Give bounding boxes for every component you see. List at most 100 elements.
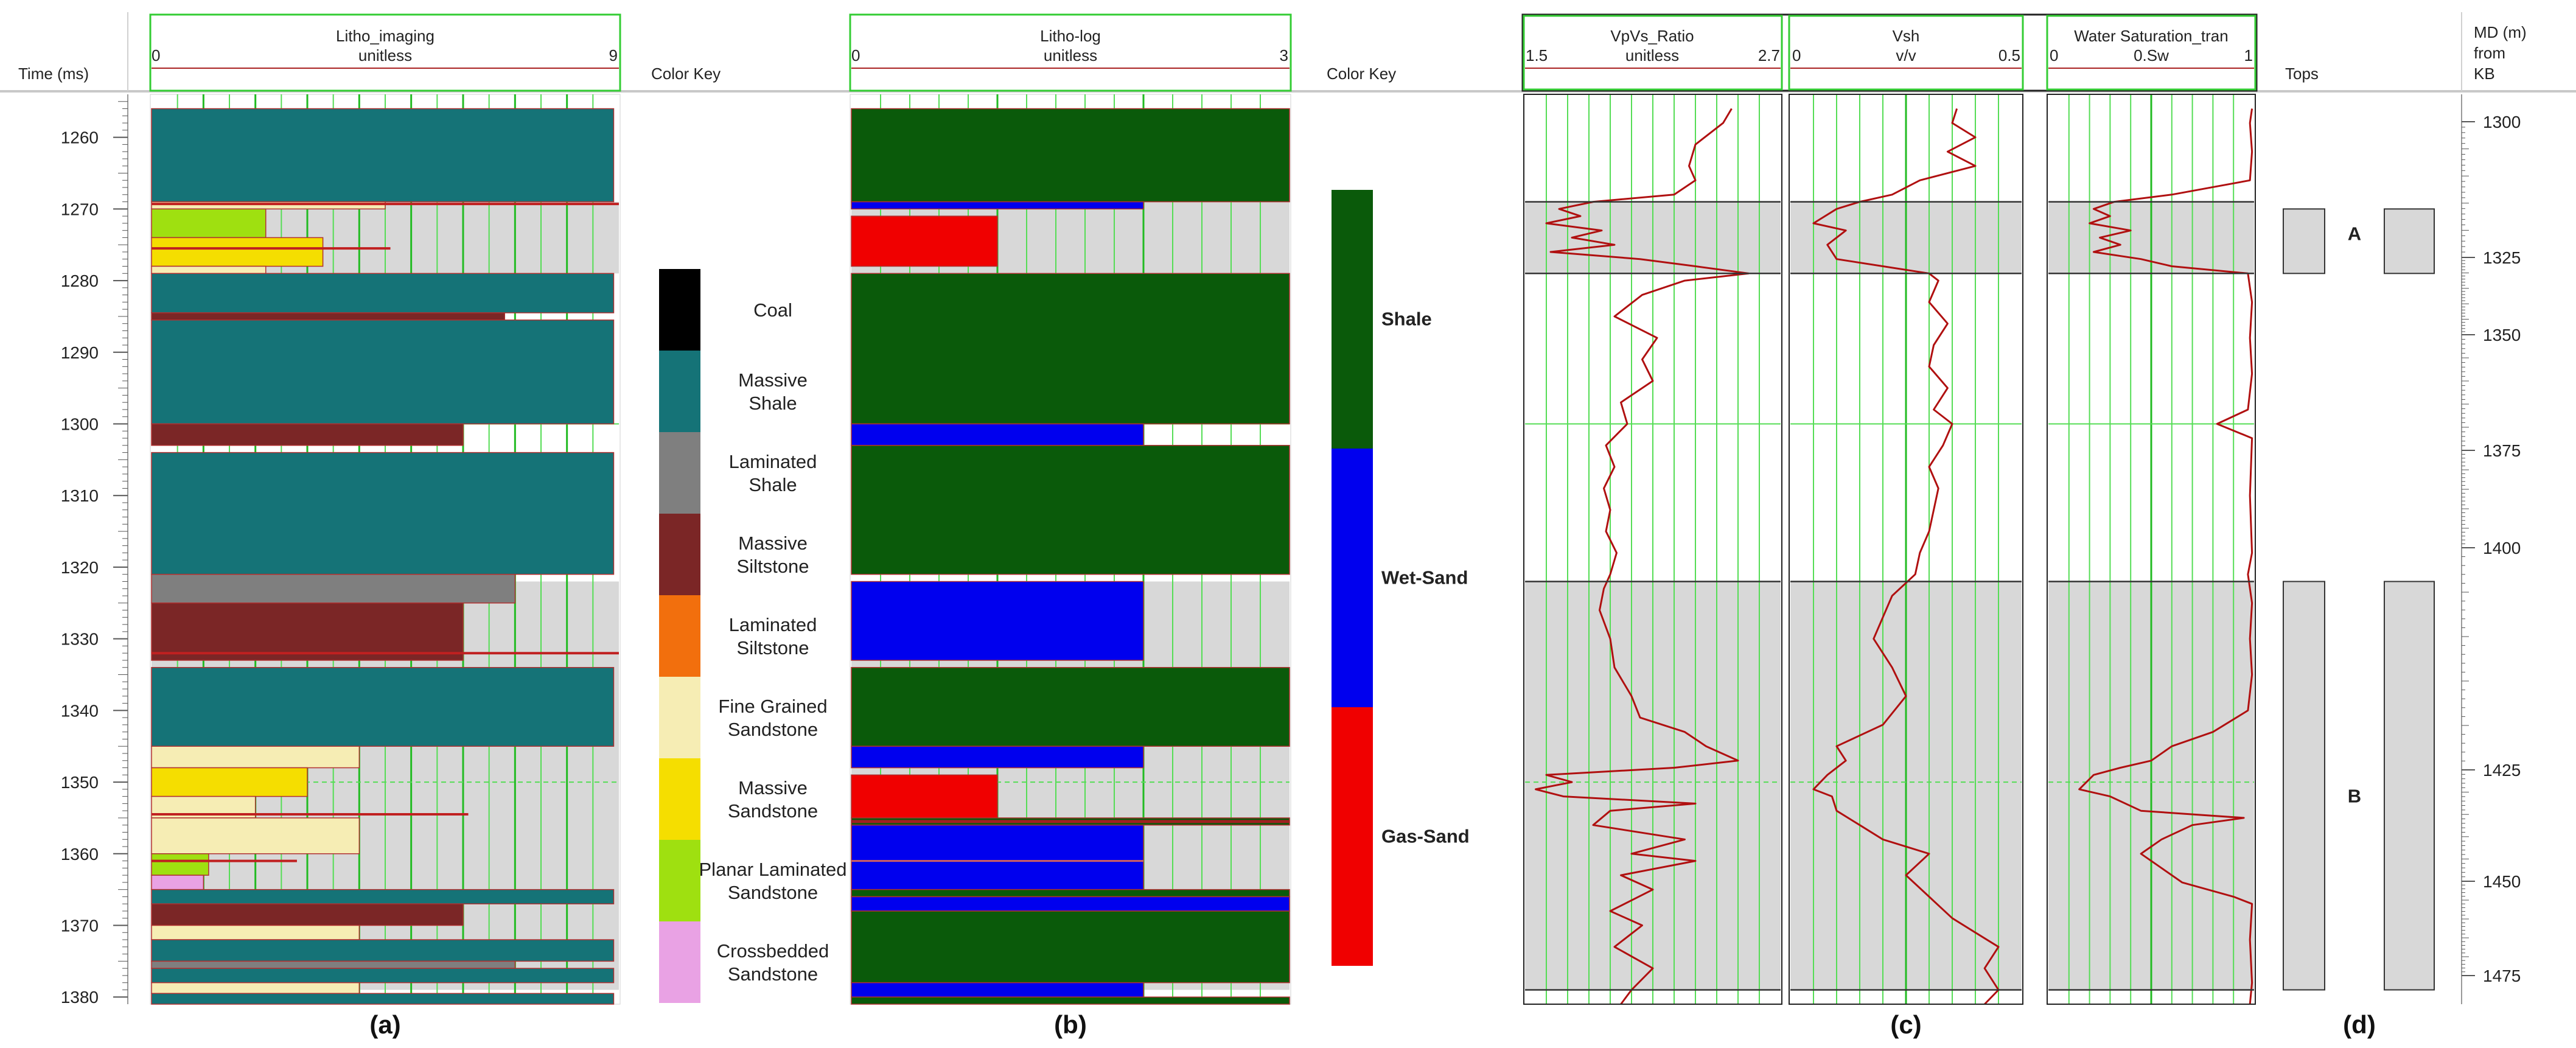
- litho-log-interval: [851, 910, 1290, 983]
- imaging-key-label-7-0: Planar Laminated: [699, 859, 847, 880]
- litho-log-interval: [851, 201, 1144, 210]
- litho-log-interval: [851, 746, 1144, 769]
- time-axis-tick-label-1340: 1340: [61, 701, 99, 720]
- litho-imaging-interval: [151, 666, 615, 747]
- time-axis-label: Time (ms): [18, 65, 89, 83]
- litho-imaging-color-key: CoalMassiveShaleLaminatedShaleMassiveSil…: [659, 269, 847, 1003]
- litho-imaging-interval: [151, 875, 204, 890]
- vpvs-max: 2.7: [1758, 46, 1780, 65]
- imaging-key-label-7-1: Sandstone: [728, 882, 818, 903]
- md-axis-label-line-2: from: [2474, 44, 2505, 62]
- sw-unit: 0.Sw: [2134, 46, 2169, 65]
- md-axis-label-line-1: MD (m): [2474, 23, 2527, 41]
- imaging-key-label-5-0: Fine Grained: [718, 696, 827, 717]
- litho-imaging-interval: [151, 767, 308, 797]
- panel-label-c: (c): [1890, 1010, 1921, 1039]
- imaging-key-swatch-8: [659, 921, 700, 1003]
- litho-log-interval: [851, 581, 1144, 661]
- litho-imaging-interval: [151, 603, 464, 661]
- litho-imaging-interval: [151, 273, 615, 313]
- tops-zone-a-left-bar: [2283, 208, 2325, 274]
- litho-log-interval: [851, 982, 1144, 997]
- imaging-key-label-6-0: Massive: [738, 777, 808, 798]
- litho-imaging-header-box: [149, 13, 621, 92]
- litho-imaging-max: 9: [609, 46, 618, 65]
- tops-title: Tops: [2285, 65, 2319, 83]
- litho-log-min: 0: [851, 46, 860, 65]
- imaging-key-label-8-0: Crossbedded: [717, 940, 829, 962]
- time-axis-ticks: 1260 1270 1280 1290 1300 1310 1320 1330 1340 1350…: [61, 101, 128, 1007]
- sw-curve: [2078, 108, 2253, 1005]
- vpvs-unit: unitless: [1625, 46, 1679, 65]
- litho-imaging-interval: [151, 939, 615, 962]
- litho-imaging-interval: [151, 853, 209, 876]
- litho-imaging-min: 0: [152, 46, 160, 65]
- litho-imaging-interval: [151, 903, 464, 926]
- time-axis-tick-label-1320: 1320: [61, 558, 99, 577]
- tops-zone-b-left-bar: [2283, 581, 2325, 991]
- zone-boundary-lines: [1525, 201, 2254, 991]
- vpvs-curve: [1535, 108, 1750, 1005]
- imaging-key-label-6-1: Sandstone: [728, 800, 818, 822]
- litho-imaging-interval: [151, 201, 386, 210]
- panel-label-a: (a): [369, 1010, 400, 1039]
- md-axis-tick-label-1375: 1375: [2483, 441, 2521, 460]
- imaging-key-swatch-7: [659, 840, 700, 921]
- time-axis-tick-label-1380: 1380: [61, 988, 99, 1007]
- md-axis-ticks: 1300 1325 1350 1375 1400 1425 1450 1475: [2462, 113, 2521, 985]
- imaging-key-label-1-1: Shale: [749, 393, 797, 414]
- litho-log-interval: [851, 996, 1290, 1005]
- litho-log-unit: unitless: [1044, 46, 1097, 65]
- sw-min: 0: [2050, 46, 2058, 65]
- litho-imaging-interval: [151, 982, 360, 994]
- litho-imaging-interval: [151, 312, 506, 321]
- imaging-key-label-5-1: Sandstone: [728, 719, 818, 740]
- litho-imaging-interval: [151, 960, 516, 969]
- litho-log-track: [851, 108, 1290, 1005]
- log-key-label-shale: Shale: [1381, 309, 1432, 330]
- imaging-key-label-4-1: Siltstone: [737, 637, 809, 658]
- vsh-max: 0.5: [1998, 46, 2020, 65]
- imaging-key-label-2-0: Laminated: [729, 451, 817, 472]
- vsh-min: 0: [1792, 46, 1801, 65]
- litho-log-interval: [851, 896, 1290, 912]
- vsh-header-box: [1788, 15, 2024, 91]
- time-axis-tick-label-1260: 1260: [61, 128, 99, 147]
- litho-log-title: Litho-log: [1040, 27, 1101, 45]
- time-axis-tick-label-1300: 1300: [61, 414, 99, 433]
- litho-imaging-interval: [151, 924, 360, 940]
- sw-track-frame: [2047, 94, 2256, 1005]
- md-axis-tick-label-1350: 1350: [2483, 326, 2521, 344]
- imaging-key-label-4-0: Laminated: [729, 614, 817, 635]
- log-key-swatch-gas-sand: [1332, 707, 1373, 966]
- litho-log-interval: [851, 445, 1290, 575]
- vsh-title: Vsh: [1893, 27, 1920, 45]
- sw-header-box: [2046, 15, 2257, 91]
- curve-tracks: [1535, 108, 2253, 1005]
- time-axis-tick-label-1310: 1310: [61, 486, 99, 505]
- tops-zone-b-label: B: [2348, 786, 2361, 807]
- litho-log-color-key: Shale Wet-Sand Gas-Sand: [1332, 190, 1470, 966]
- tops-zone-b-right-bar: [2384, 581, 2435, 991]
- md-axis-tick-label-1475: 1475: [2483, 966, 2521, 985]
- time-axis-tick-label-1290: 1290: [61, 343, 99, 362]
- litho-imaging-interval: [151, 320, 615, 425]
- time-axis-tick-label-1370: 1370: [61, 917, 99, 935]
- litho-imaging-interval: [151, 993, 615, 1005]
- litho-log-interval: [851, 423, 1144, 446]
- litho-log-interval: [851, 824, 1144, 890]
- tops-track: AB: [2283, 208, 2435, 991]
- imaging-key-label-0-0: Coal: [753, 299, 792, 321]
- md-axis-tick-label-1300: 1300: [2483, 113, 2521, 131]
- litho-log-header-box: [849, 13, 1292, 92]
- vsh-curve: [1812, 108, 2000, 1005]
- litho-imaging-title: Litho_imaging: [336, 27, 435, 45]
- time-axis-tick-label-1360: 1360: [61, 845, 99, 864]
- imaging-key-label-1-0: Massive: [738, 369, 808, 391]
- md-axis-tick-label-1450: 1450: [2483, 872, 2521, 891]
- header: Time (ms) Litho_imaging unitless 0 9 Col…: [0, 0, 2576, 93]
- litho-log-interval: [851, 666, 1290, 747]
- md-axis-tick-label-1400: 1400: [2483, 539, 2521, 557]
- imaging-key-label-3-0: Massive: [738, 533, 808, 554]
